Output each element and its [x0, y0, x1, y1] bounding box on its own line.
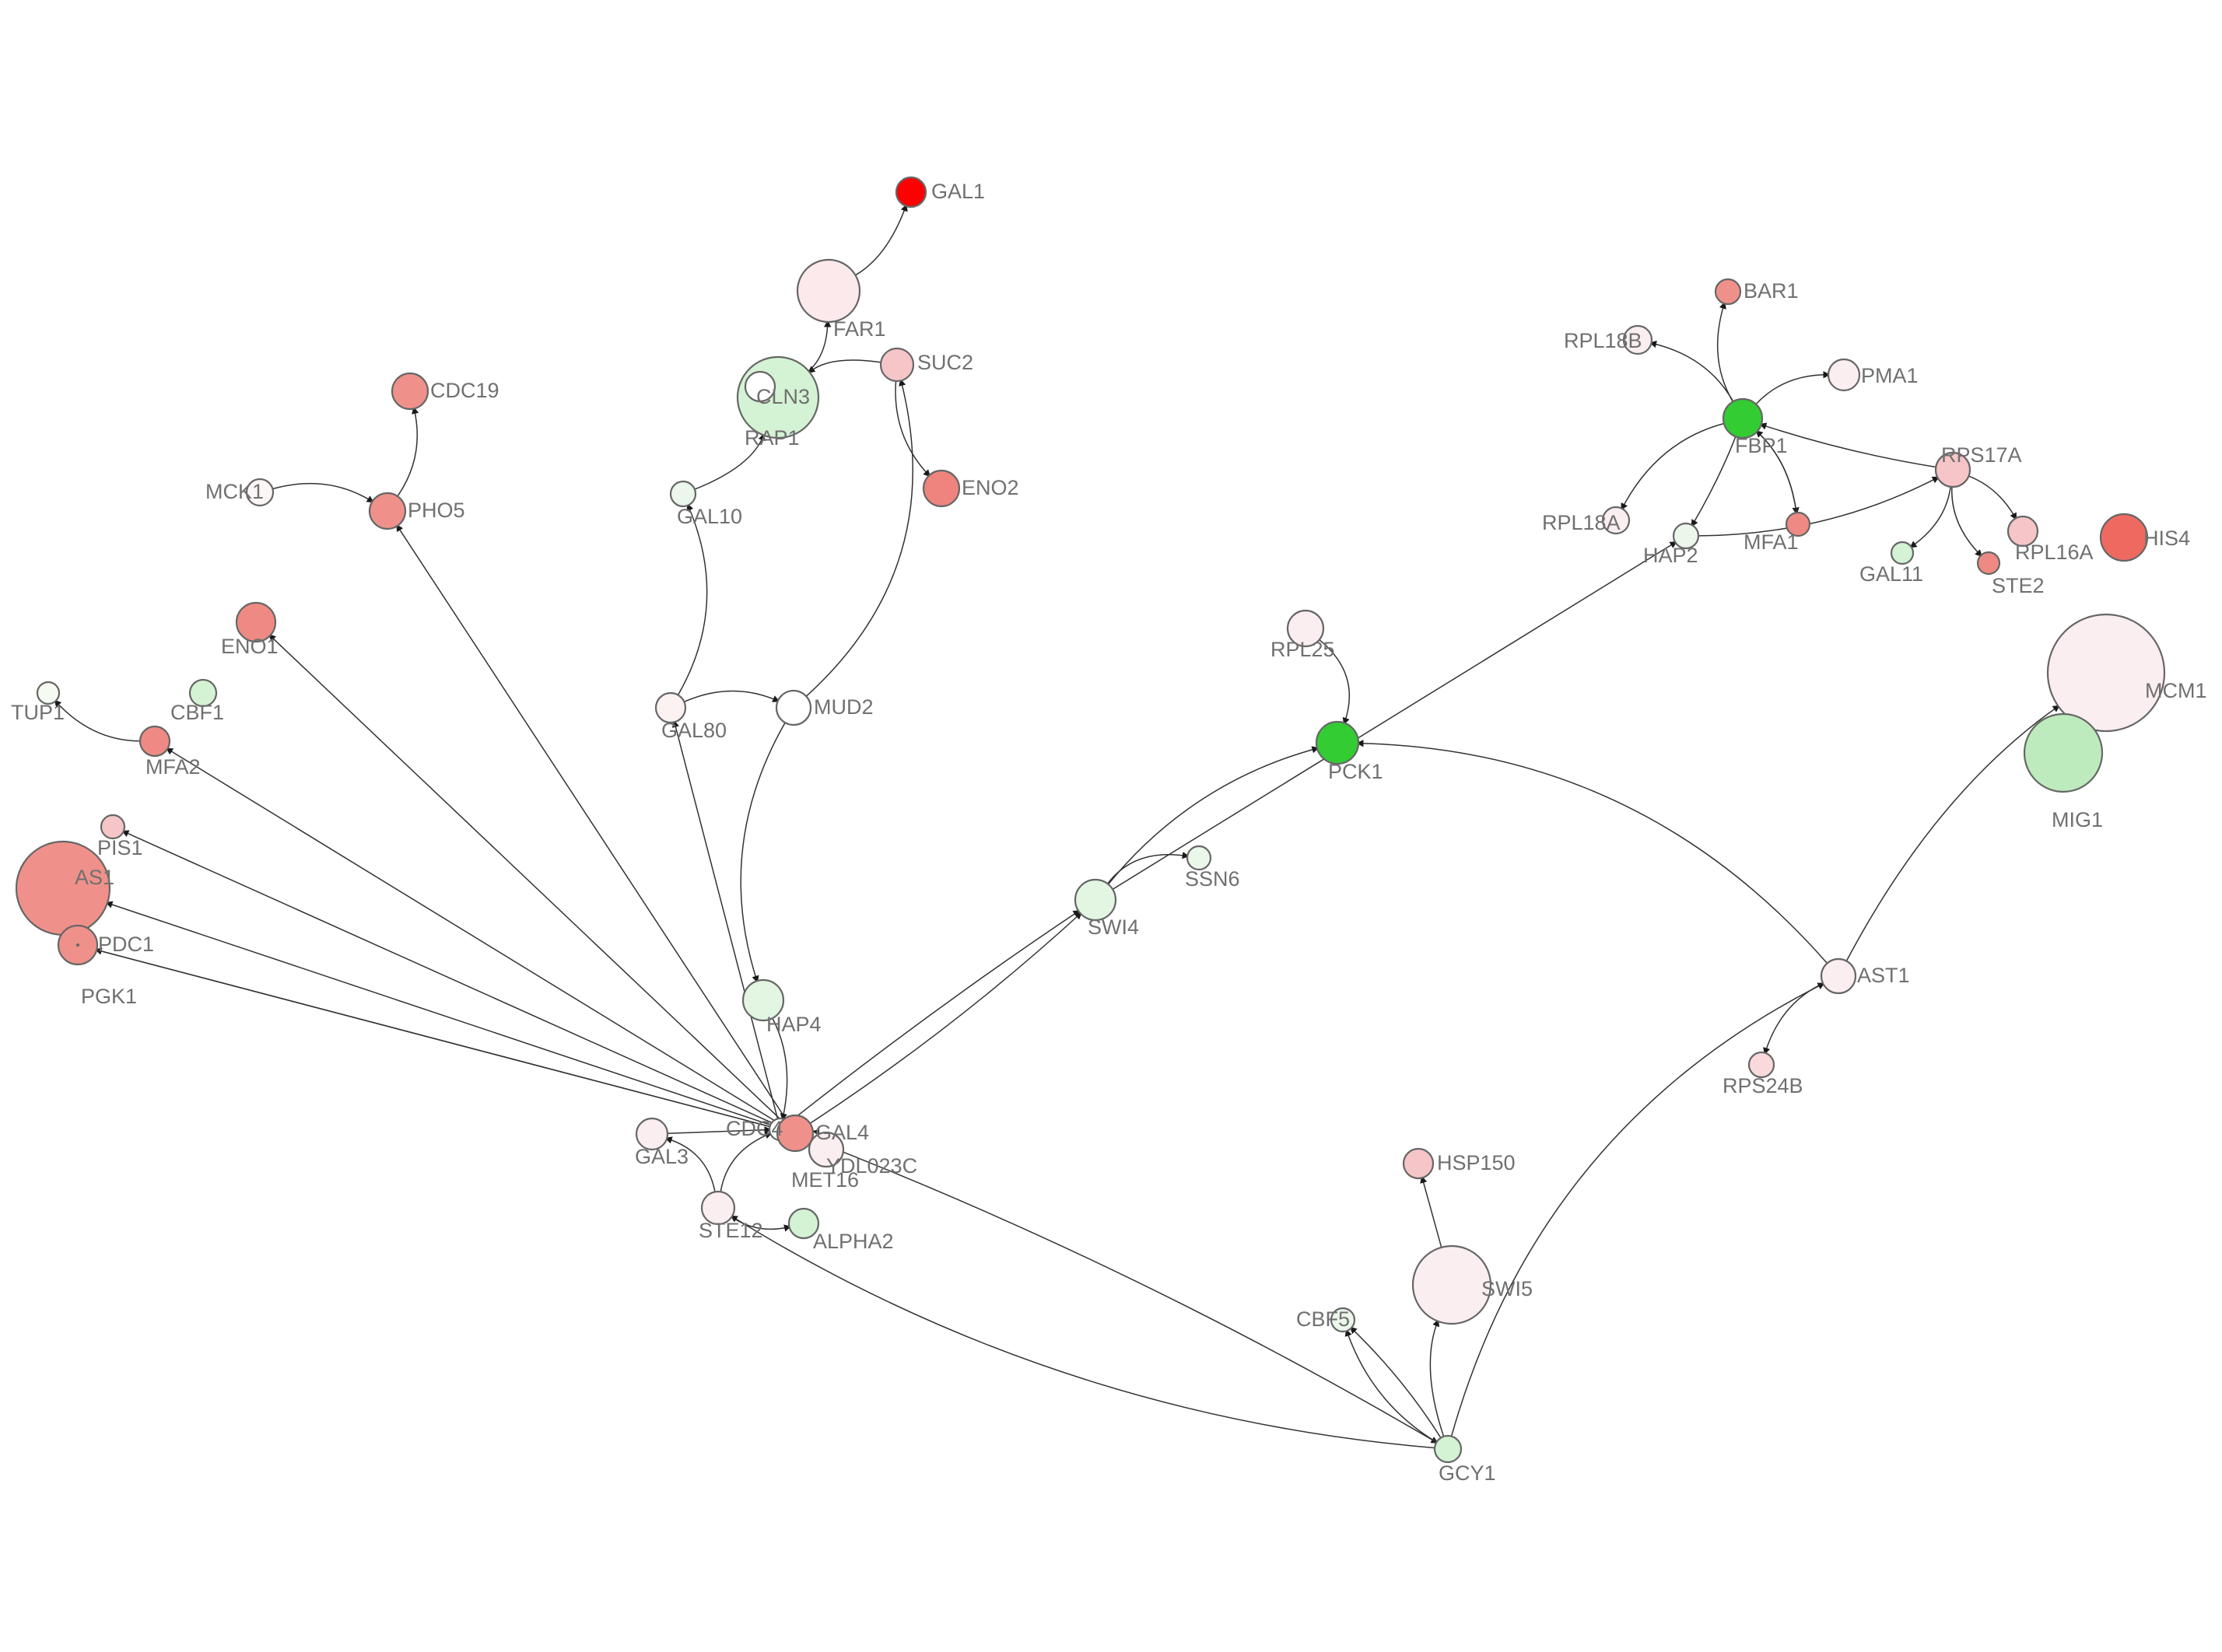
- svg-text:CBF5: CBF5: [1296, 1307, 1350, 1331]
- svg-text:MCK1: MCK1: [205, 480, 264, 503]
- svg-text:STE12: STE12: [699, 1219, 763, 1242]
- svg-text:MFA2: MFA2: [145, 755, 201, 779]
- svg-text:RPS24B: RPS24B: [1723, 1074, 1803, 1097]
- svg-text:SSN6: SSN6: [1185, 867, 1240, 891]
- svg-text:RPL18A: RPL18A: [1542, 511, 1621, 534]
- svg-text:PGK1: PGK1: [81, 985, 137, 1008]
- svg-text:FBP1: FBP1: [1735, 434, 1788, 457]
- svg-text:PIS1: PIS1: [97, 836, 143, 859]
- svg-text:SUC2: SUC2: [917, 351, 973, 374]
- svg-text:ENO1: ENO1: [221, 635, 279, 658]
- svg-text:GAL80: GAL80: [661, 719, 727, 742]
- svg-text:RPL18B: RPL18B: [1564, 329, 1642, 352]
- svg-text:HAP2: HAP2: [1643, 544, 1698, 567]
- svg-text:PHO5: PHO5: [408, 499, 465, 522]
- svg-text:MCM1: MCM1: [2145, 679, 2207, 702]
- svg-text:RPS17A: RPS17A: [1941, 443, 2022, 467]
- svg-text:CBF1: CBF1: [170, 701, 224, 724]
- svg-text:HIS4: HIS4: [2143, 527, 2190, 550]
- svg-text:CDC4: CDC4: [726, 1117, 783, 1140]
- svg-text:PMA1: PMA1: [1861, 364, 1919, 387]
- svg-text:GAL4: GAL4: [815, 1121, 869, 1144]
- svg-text:MIG1: MIG1: [2052, 808, 2103, 831]
- svg-text:GAL10: GAL10: [677, 505, 742, 528]
- svg-text:AST1: AST1: [1857, 964, 1910, 987]
- svg-text:RPL16A: RPL16A: [2015, 541, 2094, 564]
- svg-text:BAR1: BAR1: [1744, 279, 1799, 303]
- svg-text:AS1: AS1: [75, 866, 114, 889]
- svg-text:GCY1: GCY1: [1439, 1461, 1496, 1485]
- svg-text:RPL25: RPL25: [1270, 638, 1335, 661]
- svg-text:MUD2: MUD2: [814, 695, 874, 719]
- svg-text:STE2: STE2: [1992, 574, 2045, 597]
- svg-text:GAL11: GAL11: [1859, 562, 1923, 586]
- svg-text:TUP1: TUP1: [11, 701, 65, 724]
- svg-text:ENO2: ENO2: [962, 476, 1019, 499]
- svg-text:MFA1: MFA1: [1744, 530, 1799, 554]
- svg-text:SWI5: SWI5: [1481, 1277, 1533, 1300]
- svg-text:MET16: MET16: [791, 1168, 859, 1192]
- svg-text:CLN3: CLN3: [756, 385, 810, 408]
- svg-text:PDC1: PDC1: [98, 933, 154, 956]
- svg-text:RAP1: RAP1: [745, 426, 800, 450]
- svg-text:ALPHA2: ALPHA2: [813, 1230, 894, 1253]
- svg-text:HSP150: HSP150: [1437, 1151, 1516, 1174]
- svg-text:HAP4: HAP4: [766, 1013, 822, 1036]
- svg-text:GAL3: GAL3: [635, 1145, 689, 1168]
- svg-text:SWI4: SWI4: [1088, 915, 1139, 939]
- svg-text:PCK1: PCK1: [1328, 760, 1383, 783]
- svg-text:CDC19: CDC19: [430, 379, 499, 402]
- svg-text:FAR1: FAR1: [833, 317, 886, 341]
- svg-text:GAL1: GAL1: [931, 180, 985, 203]
